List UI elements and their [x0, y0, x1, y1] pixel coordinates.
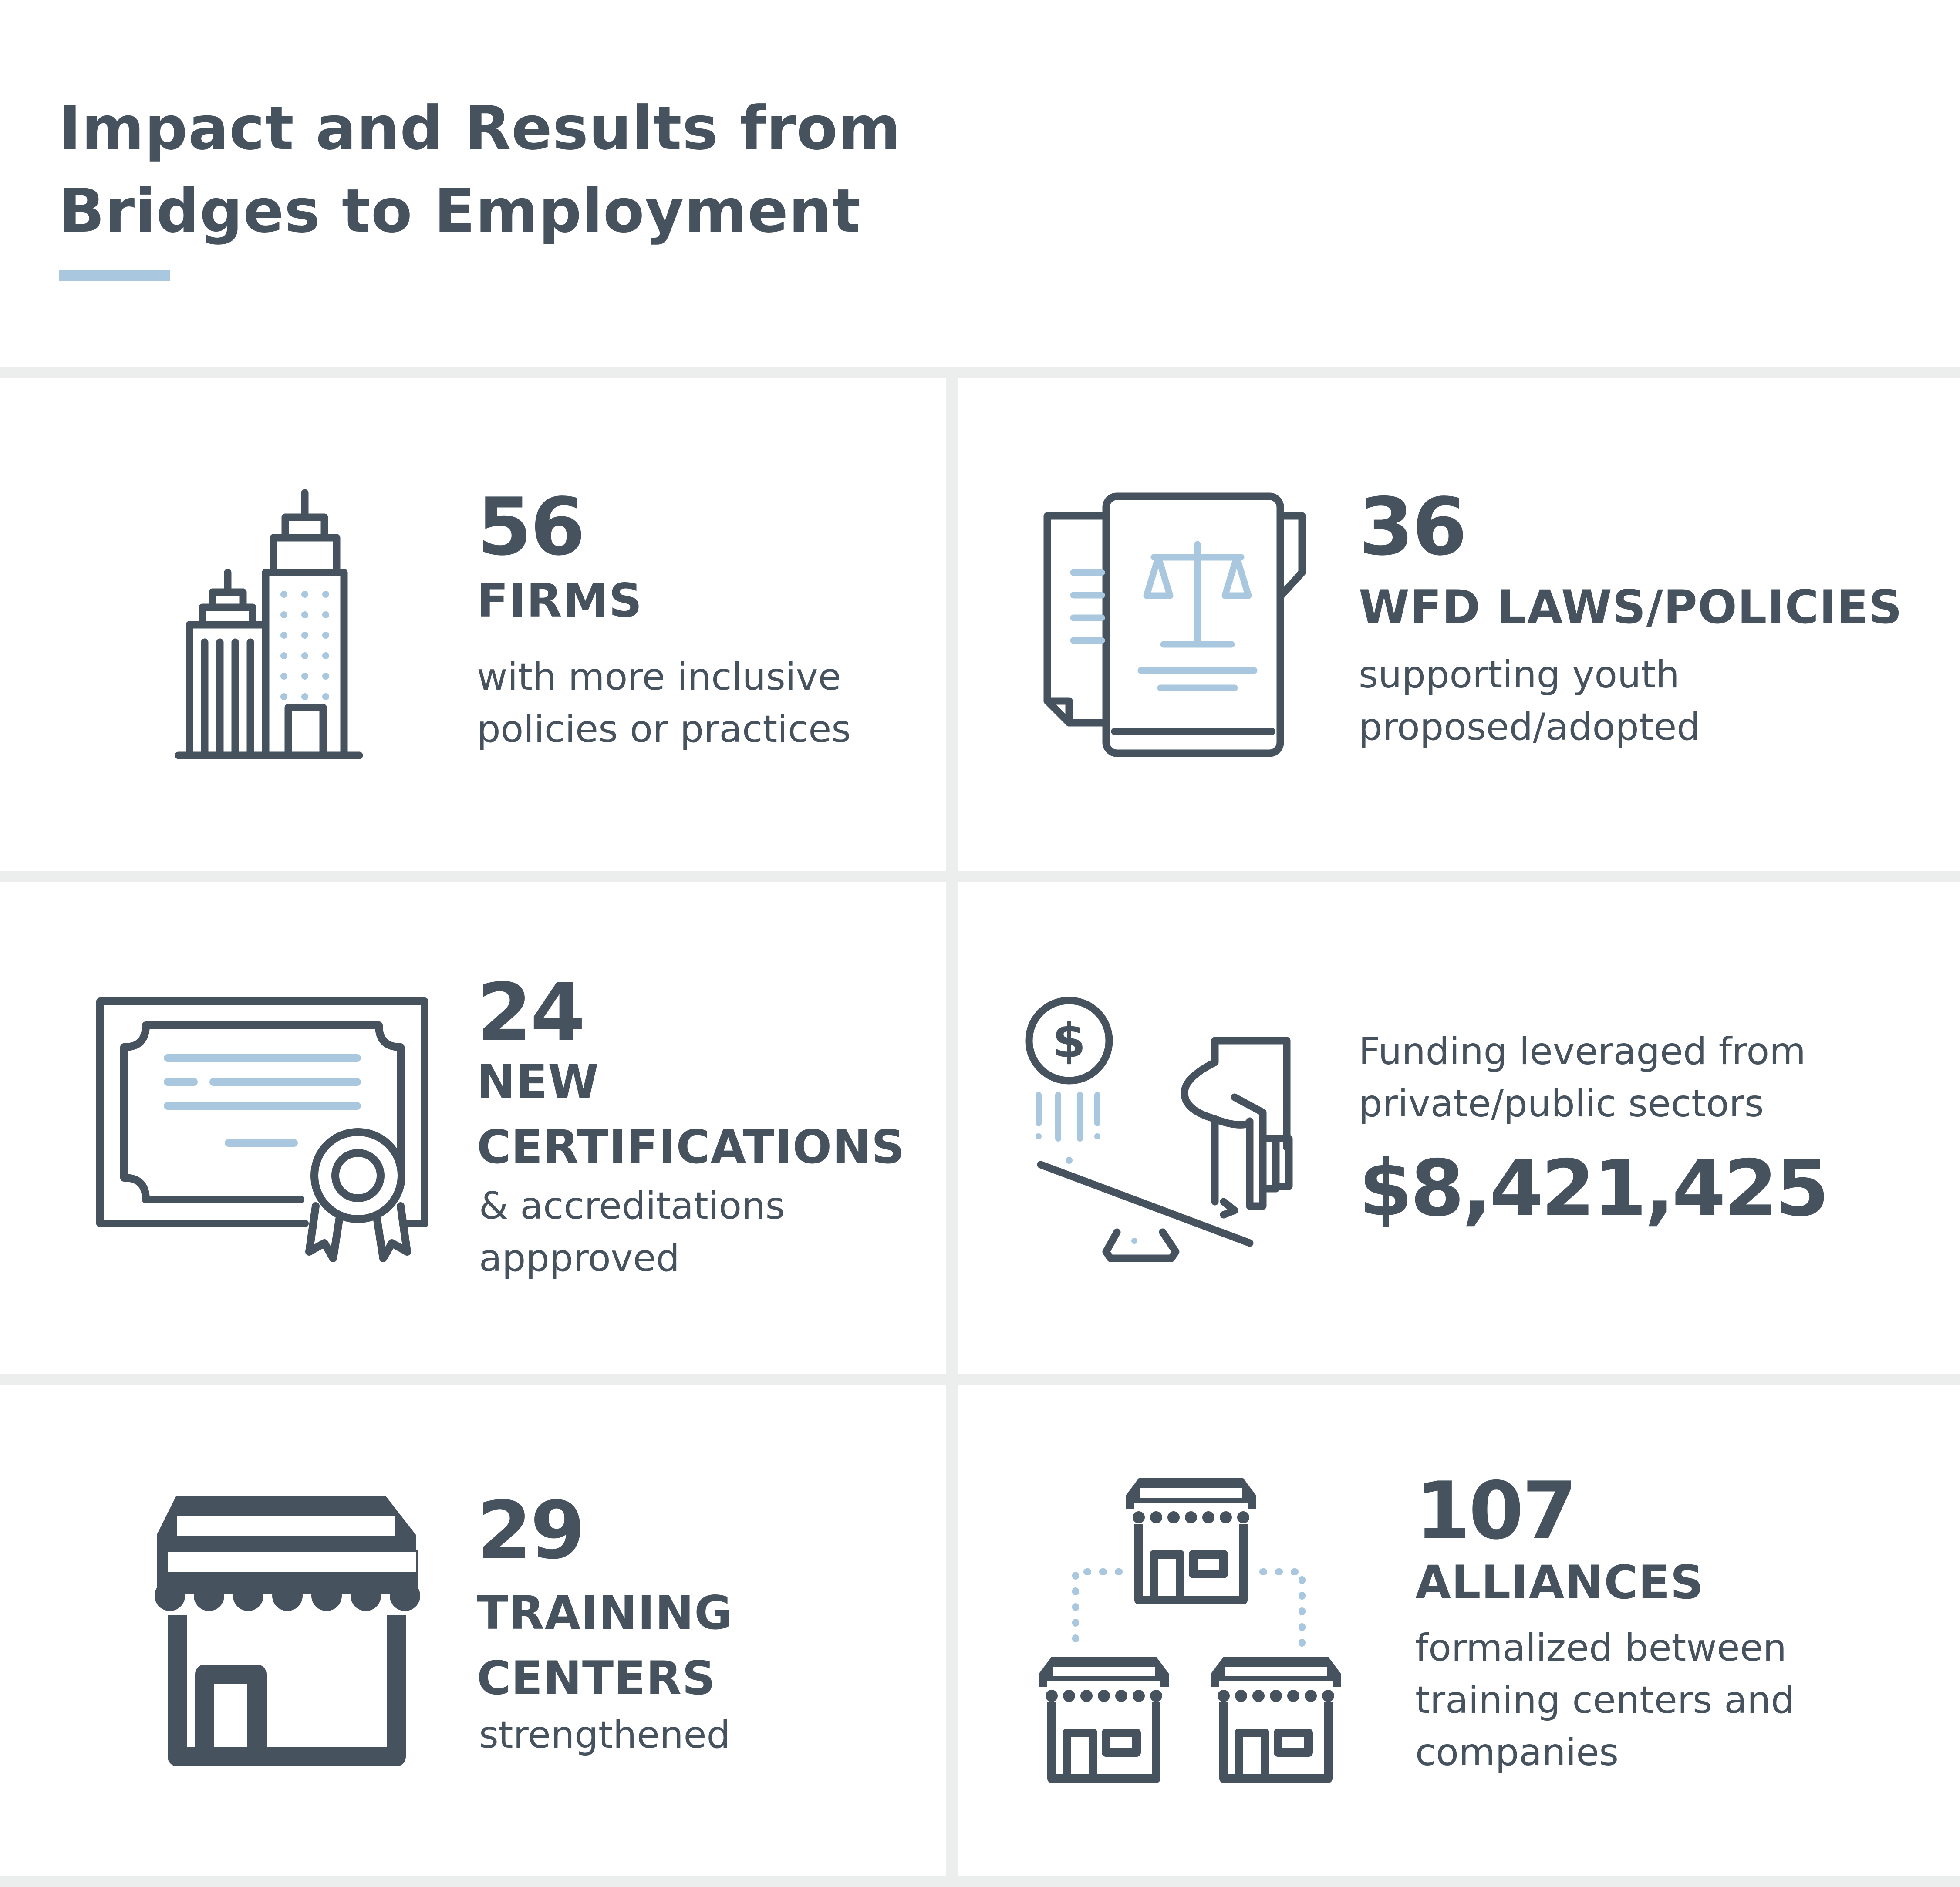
- laws-count: 36: [1359, 481, 1467, 573]
- law-book-icon: [1043, 492, 1309, 758]
- training-centers-count: 29: [477, 1484, 585, 1577]
- leverage-funding-icon: $: [1019, 997, 1306, 1267]
- firms-count: 56: [477, 481, 585, 573]
- firms-label: FIRMS: [477, 574, 643, 627]
- firms-description-line-2: policies or practices: [477, 708, 851, 751]
- svg-text:$: $: [1053, 1013, 1086, 1068]
- storefront-icon: [150, 1489, 429, 1768]
- certifications-label-line-1: NEW: [477, 1055, 600, 1109]
- certifications-description-line-1: & accreditations: [479, 1184, 785, 1228]
- title-accent-rule: [59, 270, 170, 281]
- alliances-description-line-2: training centers and: [1415, 1678, 1795, 1722]
- alliances-label: ALLIANCES: [1415, 1556, 1704, 1609]
- page-title-line-1: Impact and Results from: [59, 93, 901, 163]
- laws-description-line-2: proposed/adopted: [1359, 705, 1700, 749]
- alliances-description-line-3: companies: [1415, 1731, 1619, 1774]
- funding-description-line-2: private/public sectors: [1359, 1082, 1764, 1125]
- training-centers-label-line-2: CENTERS: [477, 1651, 716, 1705]
- training-centers-description: strengthened: [479, 1713, 731, 1757]
- certificate-icon: [96, 993, 431, 1271]
- connected-stores-icon: [1032, 1472, 1346, 1789]
- grid-divider-middle-1: [0, 871, 1960, 882]
- alliances-count: 107: [1415, 1465, 1577, 1557]
- grid-divider-vertical-2: [946, 882, 958, 1374]
- certifications-description-line-2: appproved: [479, 1237, 680, 1280]
- grid-divider-top: [0, 367, 1960, 378]
- grid-divider-vertical-1: [946, 378, 958, 871]
- firms-description-line-1: with more inclusive: [477, 655, 841, 699]
- grid-divider-middle-2: [0, 1374, 1960, 1385]
- laws-label: WFD LAWS/POLICIES: [1359, 580, 1903, 634]
- office-buildings-icon: [174, 488, 366, 762]
- funding-description-line-1: Funding leveraged from: [1359, 1030, 1806, 1073]
- grid-divider-bottom: [0, 1876, 1960, 1887]
- laws-description-line-1: supporting youth: [1359, 653, 1680, 697]
- funding-amount: $8,421,425: [1359, 1143, 1829, 1233]
- grid-divider-vertical-3: [946, 1385, 958, 1876]
- training-centers-label-line-1: TRAINING: [477, 1586, 733, 1640]
- page-header: Impact and Results from Bridges to Emplo…: [59, 87, 901, 253]
- certifications-label-line-2: CERTIFICATIONS: [477, 1120, 905, 1174]
- alliances-description-line-1: formalized between: [1415, 1626, 1787, 1670]
- page-title-line-2: Bridges to Employment: [59, 176, 861, 246]
- certifications-count: 24: [477, 966, 585, 1058]
